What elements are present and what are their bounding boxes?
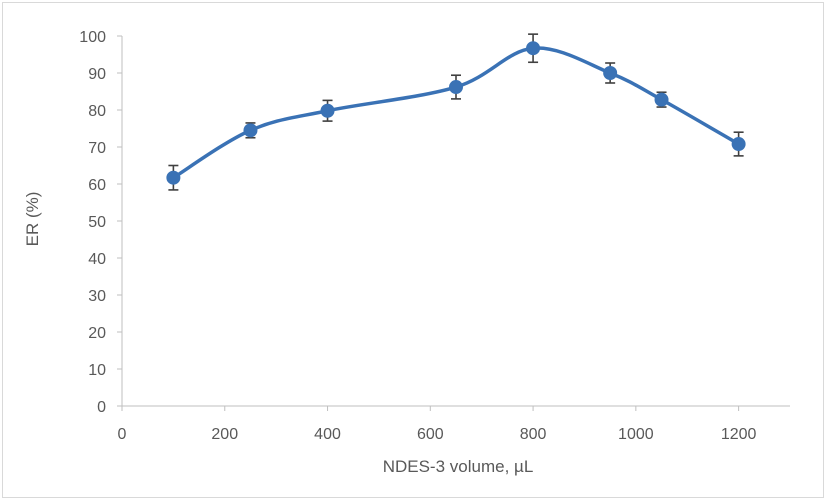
y-tick-label: 100 bbox=[79, 29, 106, 46]
y-tick-label: 0 bbox=[97, 399, 106, 416]
x-tick-label: 1000 bbox=[618, 426, 654, 443]
data-point bbox=[654, 92, 669, 107]
y-tick-label: 70 bbox=[88, 140, 106, 157]
y-tick-label: 60 bbox=[88, 177, 106, 194]
x-tick-label: 600 bbox=[417, 426, 444, 443]
data-point bbox=[243, 123, 258, 138]
y-tick-label: 80 bbox=[88, 103, 106, 120]
data-point bbox=[166, 170, 181, 185]
data-point bbox=[731, 137, 746, 152]
data-point bbox=[603, 66, 618, 80]
y-tick-label: 10 bbox=[88, 362, 106, 379]
x-axis-title: NDES-3 volume, µL bbox=[383, 457, 534, 476]
y-axis-title: ER (%) bbox=[23, 192, 42, 247]
x-tick-label: 200 bbox=[211, 426, 238, 443]
y-tick-label: 20 bbox=[88, 325, 106, 342]
y-tick-label: 90 bbox=[88, 66, 106, 83]
x-tick-label: 400 bbox=[314, 426, 341, 443]
x-tick-label: 0 bbox=[118, 426, 127, 443]
y-tick-label: 40 bbox=[88, 251, 106, 268]
data-point bbox=[320, 103, 335, 118]
x-tick-label: 1200 bbox=[721, 426, 757, 443]
y-tick-label: 30 bbox=[88, 288, 106, 305]
data-point bbox=[449, 80, 463, 95]
y-tick-label: 50 bbox=[88, 214, 106, 231]
series-line bbox=[171, 46, 741, 180]
data-point bbox=[526, 41, 541, 56]
x-tick-label: 800 bbox=[520, 426, 547, 443]
